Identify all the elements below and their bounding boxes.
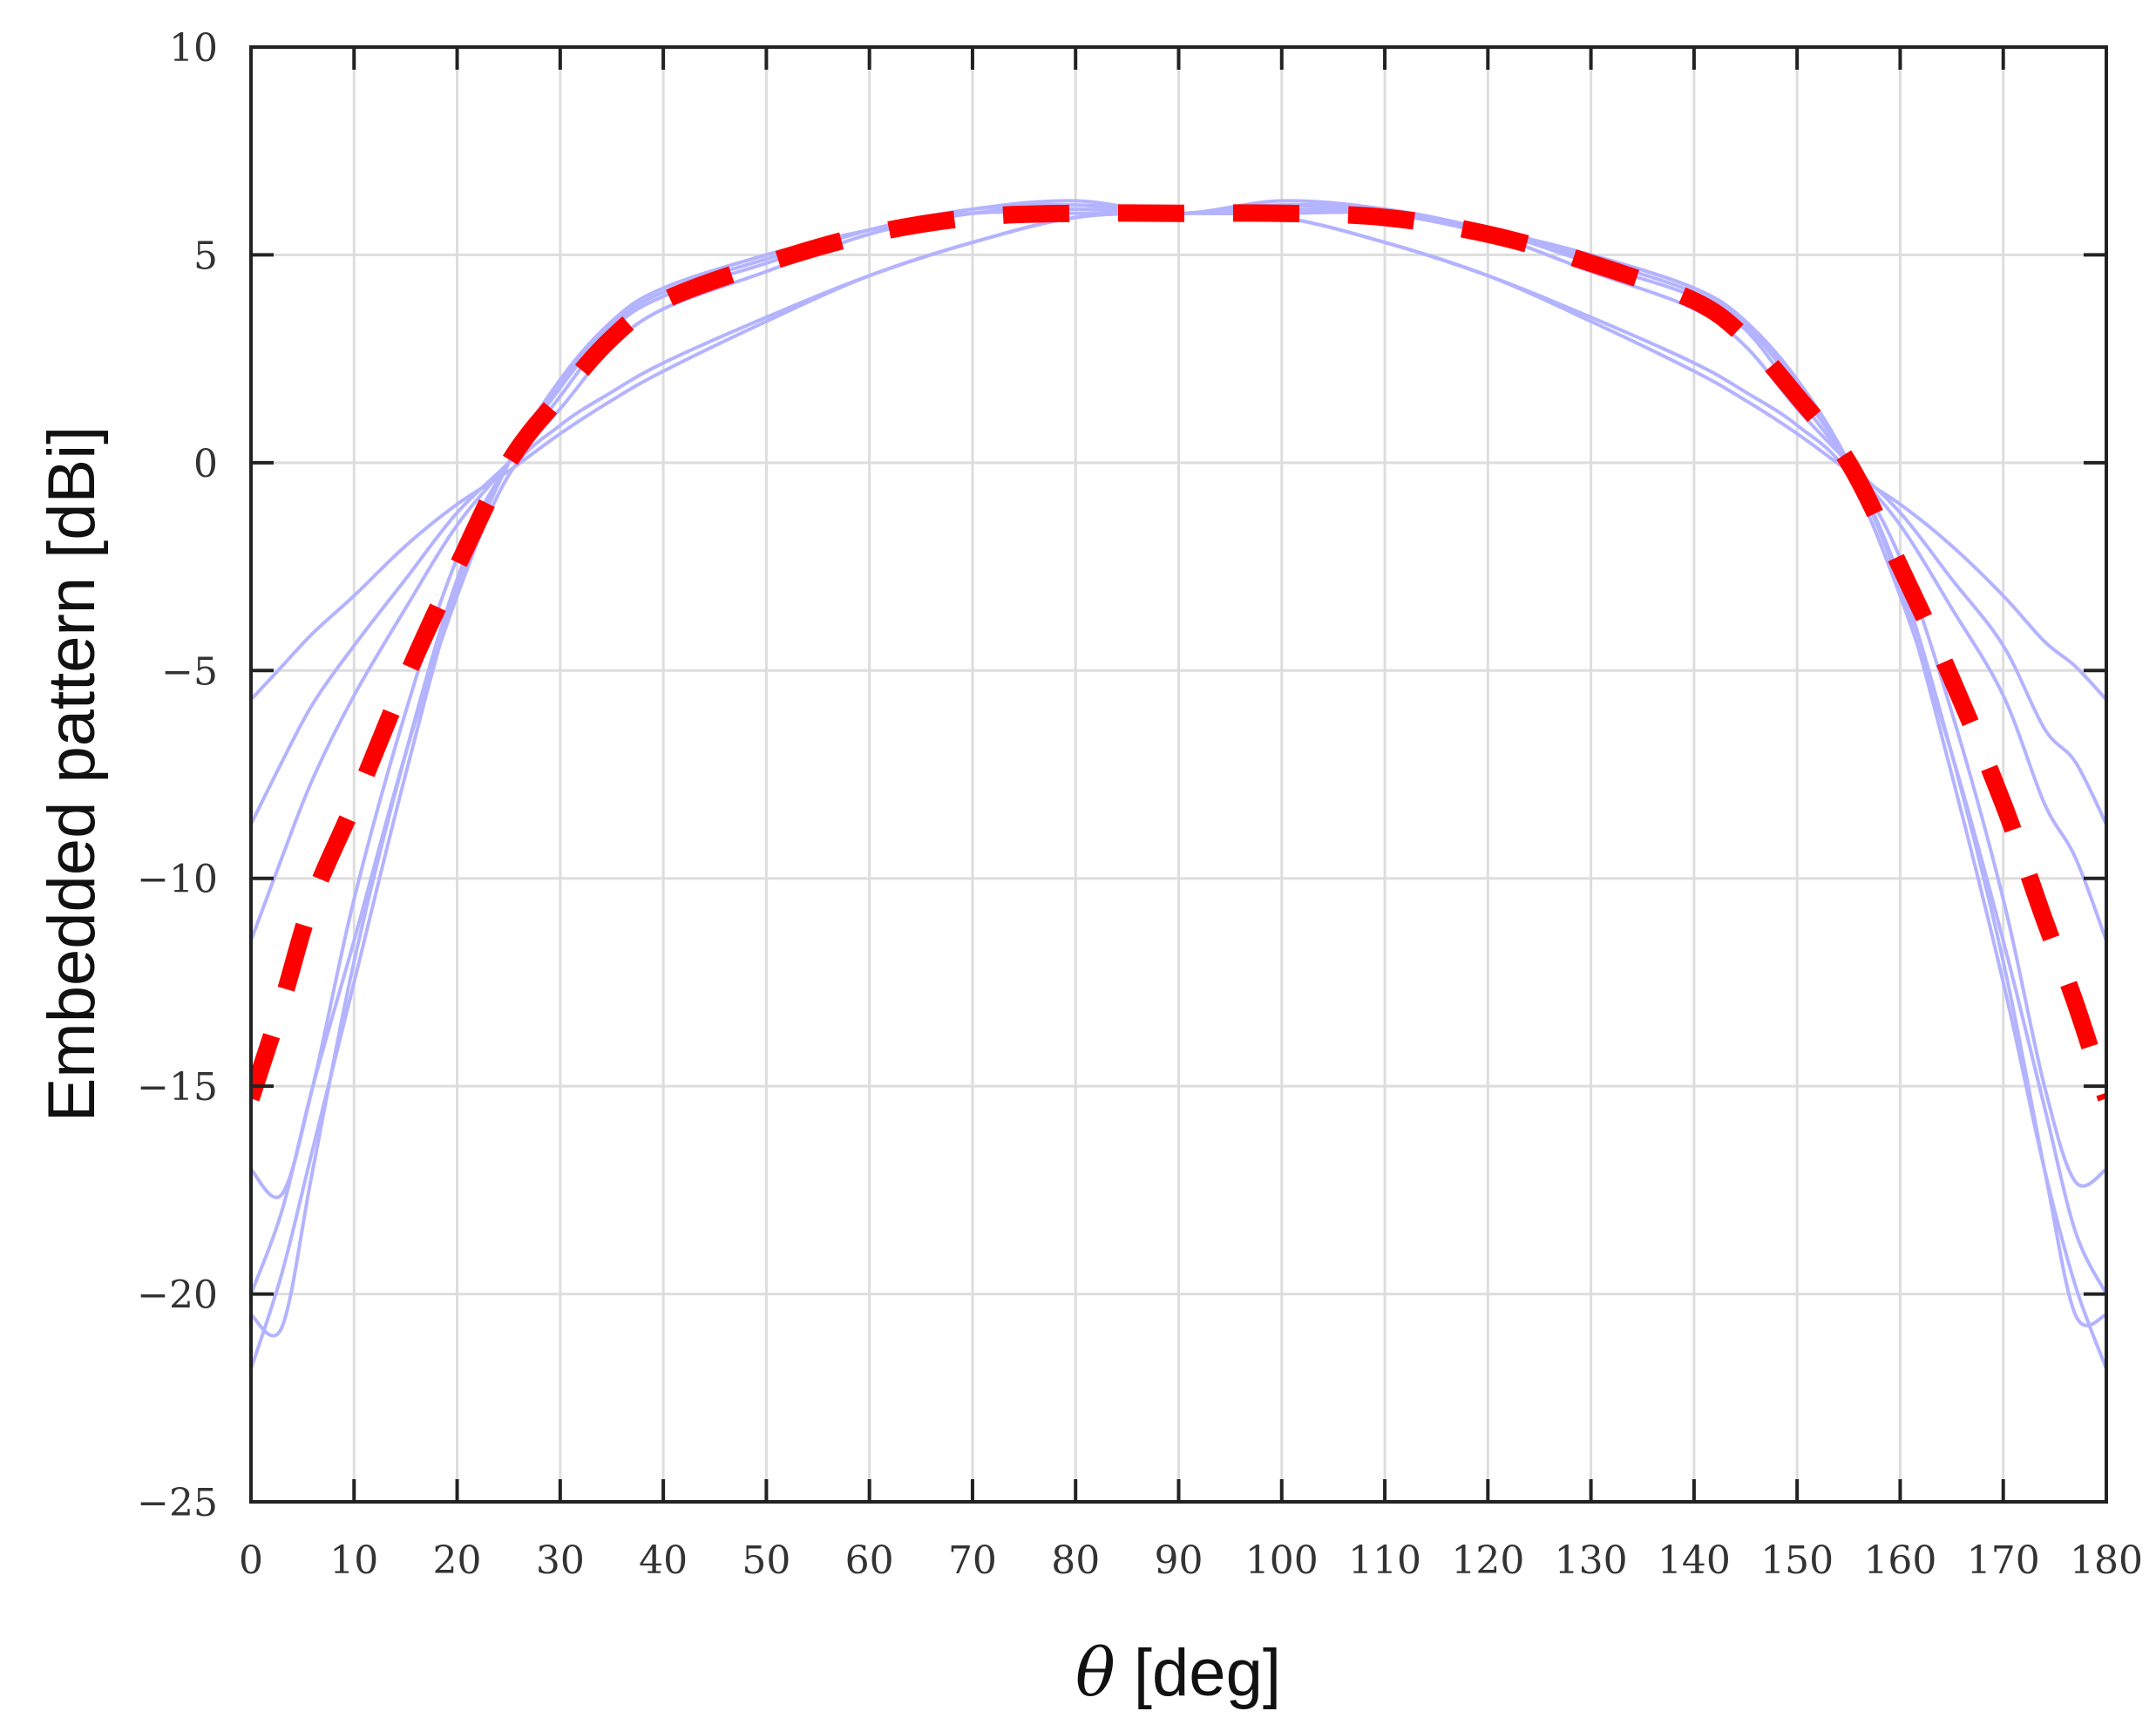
y-tick-label: −25 [137, 1481, 218, 1525]
y-tick-label: 10 [169, 26, 218, 71]
y-tick-label: −10 [137, 858, 218, 902]
x-tick-label: 40 [639, 1538, 688, 1583]
data-series [251, 199, 2106, 1370]
axis-ticks [249, 45, 2108, 1504]
x-tick-label: 120 [1451, 1538, 1524, 1583]
x-tick-label: 180 [2070, 1538, 2143, 1583]
x-axis-label: θ [deg] [1075, 1633, 1281, 1711]
y-tick-label: −15 [137, 1065, 218, 1110]
x-tick-label: 170 [1967, 1538, 2040, 1583]
x-tick-label: 140 [1658, 1538, 1731, 1583]
y-tick-label: 5 [193, 234, 218, 278]
y-tick-label: −5 [161, 649, 218, 694]
x-tick-label: 10 [329, 1538, 378, 1583]
x-tick-label: 110 [1348, 1538, 1421, 1583]
x-tick-label: 100 [1245, 1538, 1319, 1583]
x-tick-label: 150 [1760, 1538, 1834, 1583]
x-tick-label: 130 [1555, 1538, 1628, 1583]
average-pattern-line [251, 204, 2106, 1102]
x-tick-label: 90 [1155, 1538, 1203, 1583]
x-tick-label: 30 [536, 1538, 585, 1583]
x-tick-label: 60 [845, 1538, 894, 1583]
x-tick-label: 80 [1051, 1538, 1100, 1583]
y-axis-label: Embedded pattern [dBi] [35, 426, 109, 1123]
x-tick-label: 0 [239, 1538, 263, 1583]
x-tick-label: 160 [1863, 1538, 1936, 1583]
x-tick-label: 20 [433, 1538, 482, 1583]
x-tick-labels: 0 10 20 30 40 50 60 70 80 90 100 110 120 130 140 150 160… [239, 1538, 2143, 1583]
y-tick-labels: −25 −20 −15 −10 −5 0 5 10 [137, 26, 218, 1525]
y-tick-label: −20 [137, 1273, 218, 1318]
y-tick-label: 0 [193, 442, 218, 486]
x-tick-label: 50 [742, 1538, 790, 1583]
x-tick-label: 70 [948, 1538, 997, 1583]
